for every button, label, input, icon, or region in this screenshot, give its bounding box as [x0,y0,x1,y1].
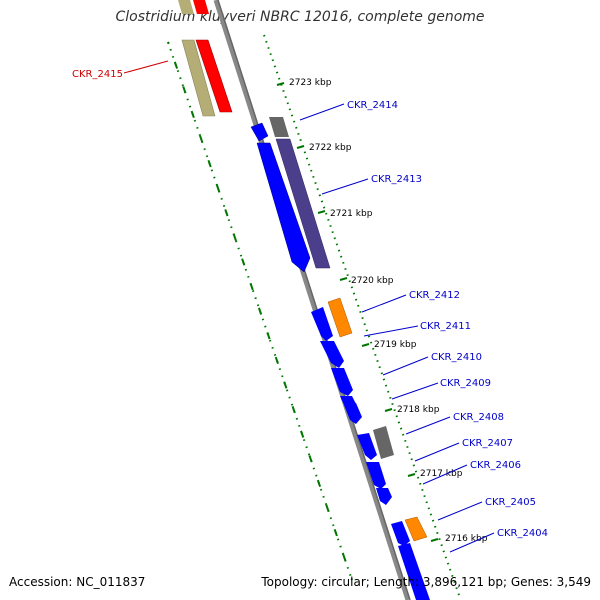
rna-ckr-2412[interactable] [327,297,353,338]
genome-backbone [213,0,411,600]
gene-arrow-ckr-2403[interactable] [398,543,430,600]
homolog-track-top[interactable] [178,0,194,14]
pseudo-ckr-2414[interactable] [269,117,289,137]
gene-label-ckr-2410[interactable]: CKR_2410 [431,352,482,363]
scale-label-2719: 2719 kbp [374,340,417,350]
gene-label-ckr-2414[interactable]: CKR_2414 [347,100,398,111]
homolog-ckr-2413[interactable] [275,138,331,269]
genome-backbone-shadow [217,0,411,600]
gene-arrow-ckr-2406[interactable] [366,462,386,489]
scale-label-2717: 2717 kbp [420,469,463,479]
guide-line-outer [263,34,461,599]
gene-label-ckr-2412[interactable]: CKR_2412 [409,290,460,301]
gene-label-ckr-2415[interactable]: CKR_2415 [72,69,123,80]
gene-arrow-ckr-2404[interactable] [391,521,410,546]
label-leaders [123,60,495,553]
gene-arrow-ckr-2407[interactable] [357,433,377,460]
scale-label-2720: 2720 kbp [351,276,394,286]
gene-arrow-ckr-2410[interactable] [331,368,353,396]
scale-ticks [276,82,439,542]
scale-label-2718: 2718 kbp [397,405,440,415]
scale-label-2721: 2721 kbp [330,209,373,219]
gene-arrow-ckr-2413[interactable] [256,142,311,273]
rna-ckr-2405[interactable] [404,516,428,542]
gene-label-ckr-2408[interactable]: CKR_2408 [453,412,504,423]
gene-label-ckr-2405[interactable]: CKR_2405 [485,497,536,508]
gene-arrow-next[interactable] [422,565,448,600]
guide-line-inner-long [167,41,353,581]
gene-arrow-ckr-2412[interactable] [311,307,333,341]
homolog-track-rev[interactable] [181,39,216,117]
accession-label: Accession: NC_011837 [9,575,146,589]
gene-label-ckr-2406[interactable]: CKR_2406 [470,460,521,471]
gene-label-ckr-2411[interactable]: CKR_2411 [420,321,471,332]
gene-label-ckr-2409[interactable]: CKR_2409 [440,378,491,389]
guide-line-inner [167,41,353,581]
gene-label-ckr-2407[interactable]: CKR_2407 [462,438,513,449]
scale-label-2723: 2723 kbp [289,78,332,88]
scale-label-2716: 2716 kbp [445,534,488,544]
gene-arrow-ckr-2411[interactable] [320,341,344,368]
genome-stats: Topology: circular; Length: 3,896,121 bp… [261,575,591,589]
gene-arrow-ckr-2408[interactable] [344,403,362,424]
gene-arrow-ckr-2415[interactable] [195,39,233,113]
scale-label-2722: 2722 kbp [309,143,352,153]
pseudo-ckr-2407[interactable] [373,426,394,459]
gene-arrow-top[interactable] [193,0,209,14]
gene-label-ckr-2404[interactable]: CKR_2404 [497,528,548,539]
gene-arrow-ckr-2414[interactable] [250,122,269,142]
gene-arrow-ckr-2405[interactable] [376,488,392,505]
gene-label-ckr-2413[interactable]: CKR_2413 [371,174,422,185]
